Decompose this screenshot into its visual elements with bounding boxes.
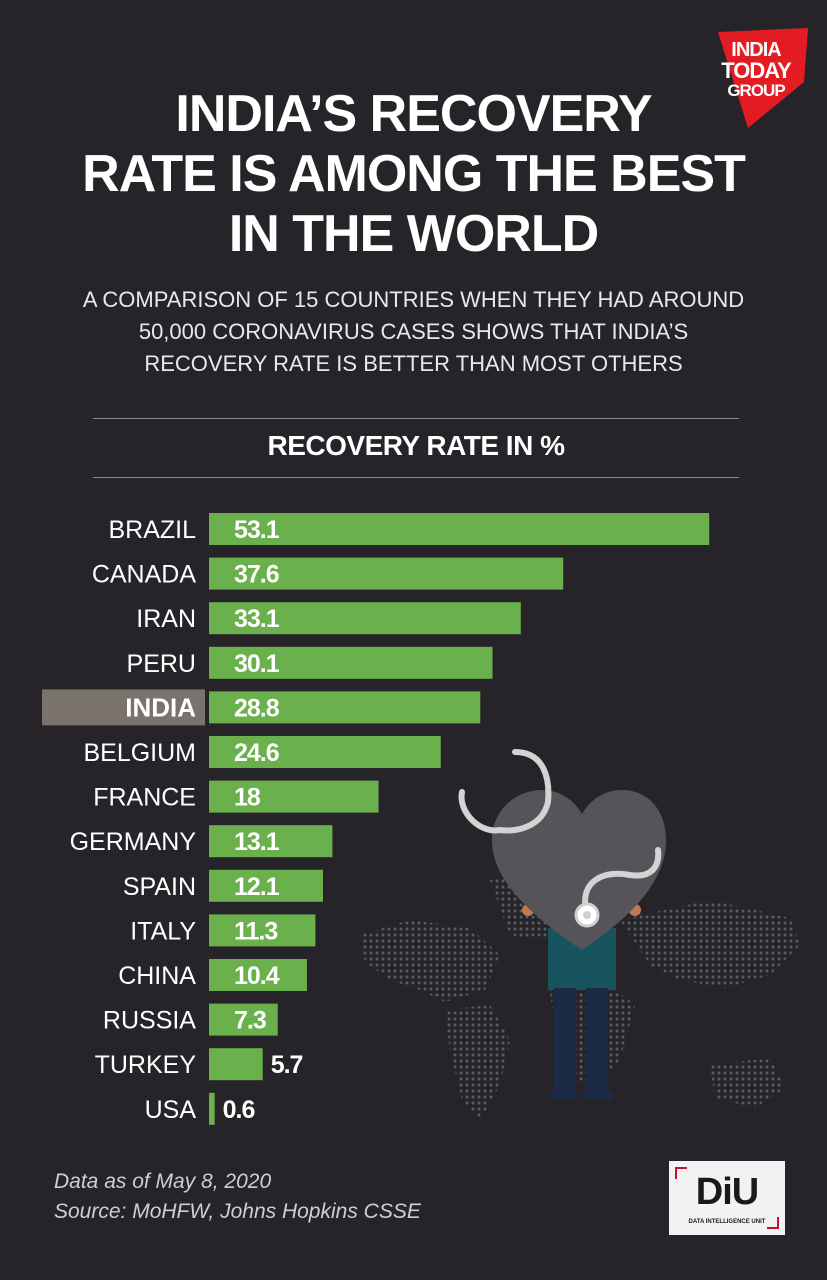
category-label: BRAZIL [108, 516, 196, 544]
diu-mark: DiU [695, 1171, 759, 1213]
diu-logo: DiU DATA INTELLIGENCE UNIT [669, 1161, 785, 1235]
diu-subtext: DATA INTELLIGENCE UNIT [688, 1219, 766, 1225]
title-line: INDIA’S RECOVERY [175, 85, 652, 143]
value-label: 7.3 [234, 1007, 266, 1035]
divider-top [93, 418, 739, 419]
bar-italy [209, 914, 316, 947]
title-line: RATE IS AMONG THE BEST [82, 145, 746, 203]
subtitle-line: 50,000 CORONAVIRUS CASES SHOWS THAT INDI… [138, 319, 689, 344]
value-label: 11.3 [234, 917, 277, 945]
value-label: 18 [234, 784, 261, 812]
value-label: 5.7 [271, 1051, 303, 1079]
chart-bars: BRAZIL 53.1 CANADA 37.6 IRAN 33.1 PERU 30.1 INDI… [42, 513, 710, 1125]
value-label: 30.1 [234, 650, 280, 678]
bar-germany [209, 825, 333, 858]
bar-france [209, 780, 379, 813]
logo-shape [718, 28, 808, 128]
logo-line-3: GROUP [727, 81, 785, 100]
page-title: INDIA’S RECOVERY RATE IS AMONG THE BEST … [40, 84, 787, 264]
value-label: 12.1 [234, 873, 280, 901]
category-label: TURKEY [95, 1051, 197, 1079]
source-note: Source: MoHFW, Johns Hopkins CSSE [54, 1200, 421, 1223]
category-label: INDIA [125, 692, 196, 722]
logo-line-1: INDIA [731, 39, 781, 61]
recovery-rate-bar-chart: BRAZIL 53.1 CANADA 37.6 IRAN 33.1 PERU 30.1 INDI… [42, 513, 710, 1125]
bar-turkey [209, 1048, 263, 1081]
value-label: 24.6 [234, 739, 279, 767]
bar-spain [209, 869, 323, 902]
subtitle-line: A COMPARISON OF 15 COUNTRIES WHEN THEY H… [82, 287, 745, 312]
value-label: 53.1 [234, 516, 280, 544]
value-label: 37.6 [234, 561, 279, 589]
bar-belgium [209, 736, 441, 768]
category-label: SPAIN [123, 873, 196, 901]
bar-china [209, 959, 307, 991]
highlight-label-background [42, 689, 205, 726]
bar-india [209, 691, 481, 724]
divider-bottom [93, 477, 739, 478]
category-label: USA [145, 1096, 197, 1124]
bar-usa [209, 1092, 215, 1125]
category-label: CHINA [118, 962, 196, 990]
bar-iran [209, 602, 521, 635]
category-label: RUSSIA [103, 1007, 196, 1035]
title-line: IN THE WORLD [228, 205, 599, 263]
value-label: 10.4 [234, 962, 280, 990]
heart-shape [492, 790, 666, 950]
bar-canada [209, 557, 564, 590]
category-label: CANADA [92, 561, 197, 589]
value-label: 28.8 [234, 694, 280, 722]
subtitle-line: RECOVERY RATE IS BETTER THAN MOST OTHERS [144, 351, 683, 376]
category-label: IRAN [136, 605, 196, 633]
category-label: ITALY [130, 917, 196, 945]
heart-stethoscope-illustration [360, 749, 800, 1120]
category-label: PERU [127, 650, 196, 678]
category-label: GERMANY [70, 828, 197, 856]
diu-corner-mark [675, 1167, 687, 1179]
chart-title: RECOVERY RATE IN % [267, 430, 565, 461]
bar-brazil [209, 513, 710, 545]
value-label: 0.6 [223, 1096, 255, 1124]
bar-russia [209, 1003, 278, 1036]
diu-corner-mark [767, 1217, 779, 1229]
india-today-logo: INDIA TODAY GROUP [700, 26, 812, 130]
category-label: FRANCE [93, 784, 196, 812]
value-label: 33.1 [234, 605, 280, 633]
footer-notes: Data as of May 8, 2020 Source: MoHFW, Jo… [54, 1167, 421, 1227]
value-label: 13.1 [234, 828, 280, 856]
bar-peru [209, 646, 493, 679]
subtitle: A COMPARISON OF 15 COUNTRIES WHEN THEY H… [30, 284, 797, 380]
stethoscope [458, 749, 662, 913]
logo-line-2: TODAY [721, 58, 792, 83]
data-date-note: Data as of May 8, 2020 [54, 1170, 272, 1193]
category-label: BELGIUM [83, 739, 196, 767]
